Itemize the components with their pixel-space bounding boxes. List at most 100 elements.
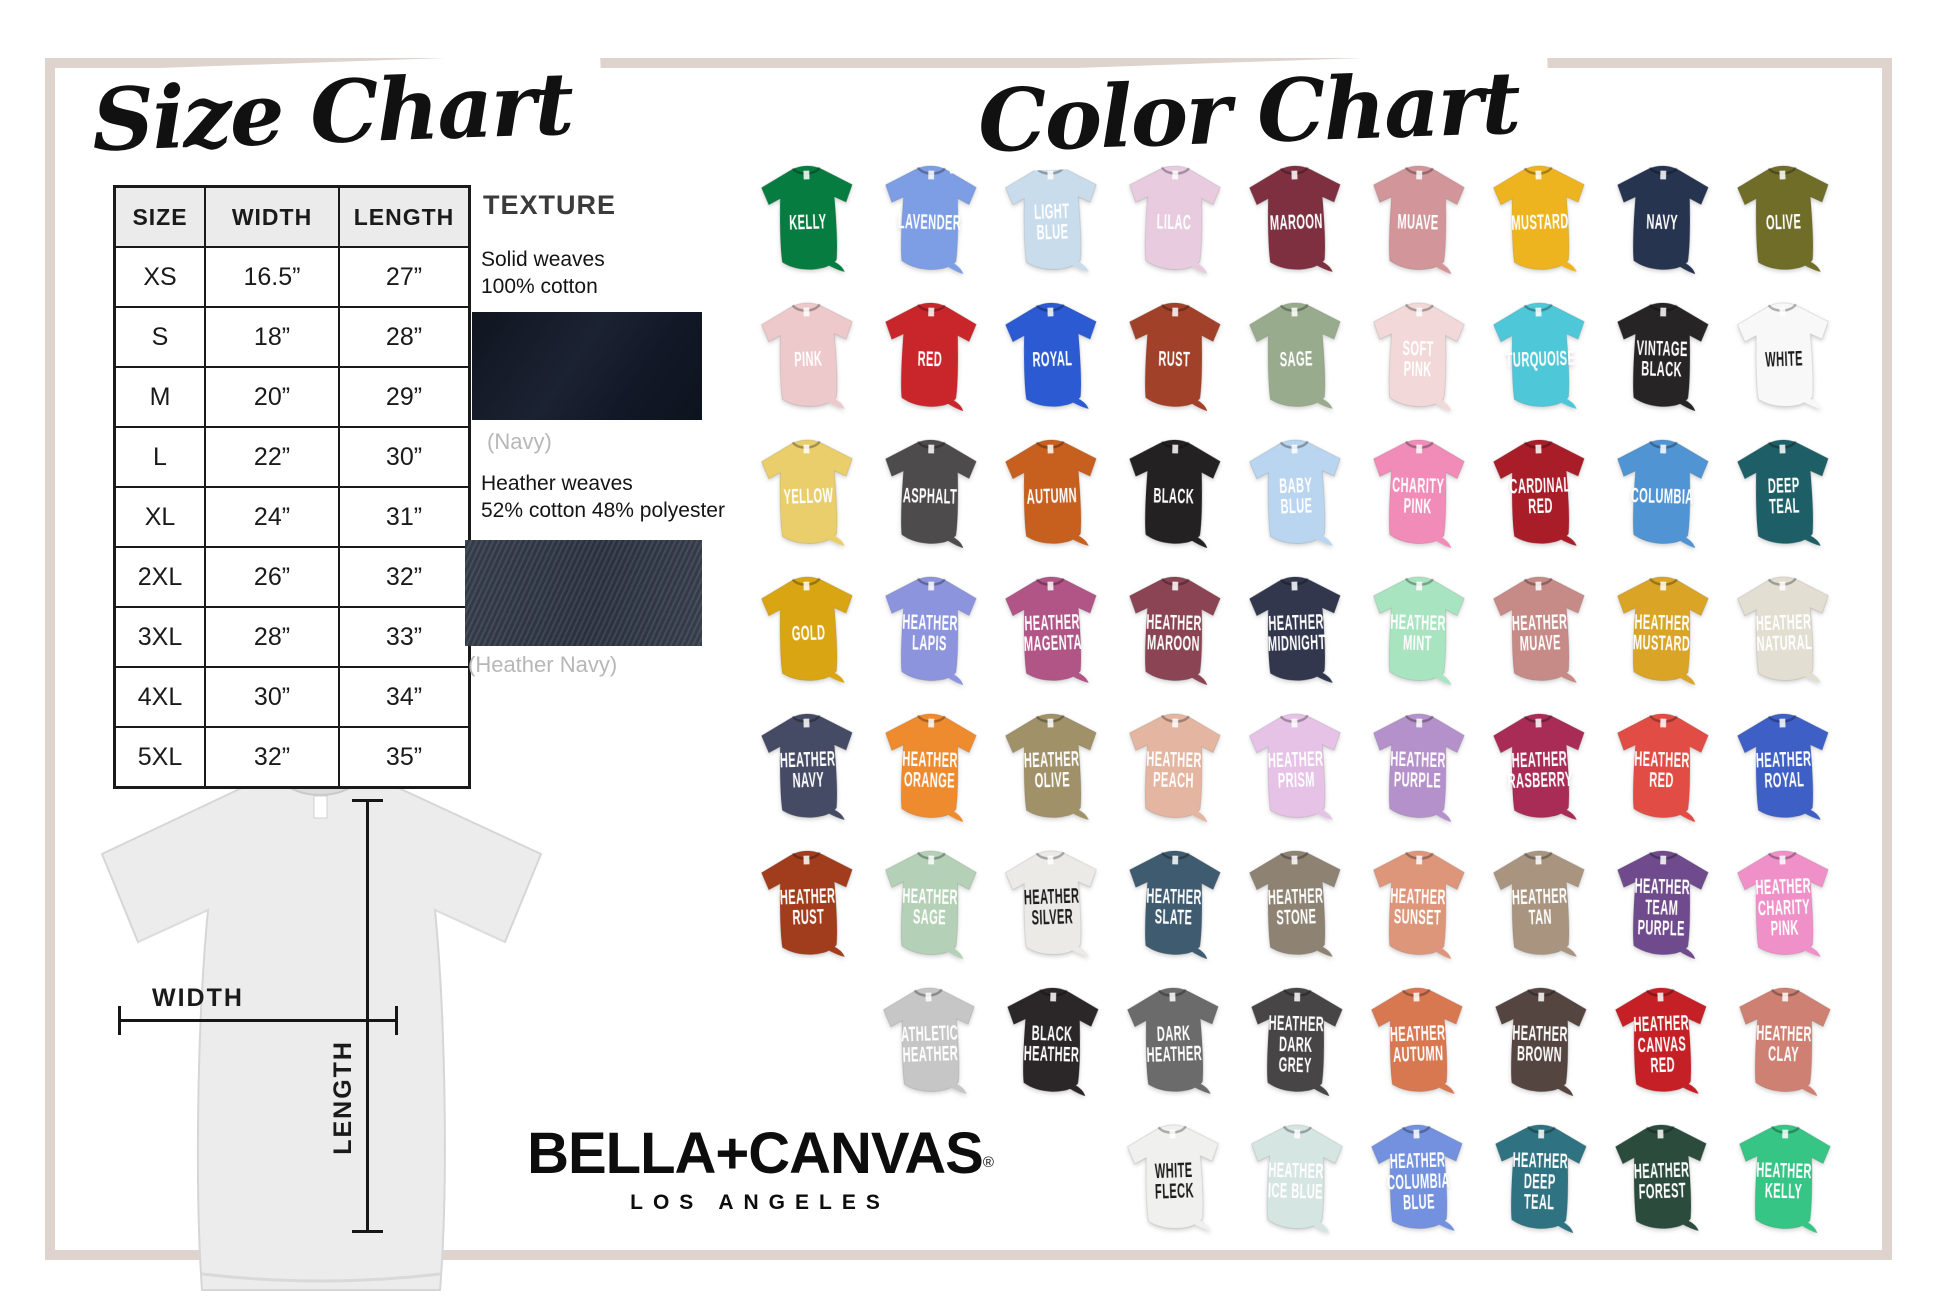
size-table-cell: 35” <box>338 726 471 789</box>
color-swatch-shirt: WHITE FLECK <box>1111 1117 1237 1239</box>
color-name-label: BABY BLUE <box>1278 472 1313 519</box>
color-swatch-shirt: HEATHER LAPIS <box>867 569 992 690</box>
size-table-row: XS 16.5” 27” <box>113 246 471 308</box>
color-name-label: HEATHER CHARITY PINK <box>1755 873 1812 940</box>
color-swatch-shirt: HEATHER PEACH <box>1111 706 1236 827</box>
size-table-header-length: LENGTH <box>338 185 471 248</box>
color-swatch-shirt: HEATHER STONE <box>1233 843 1359 965</box>
color-name-label: HEATHER SLATE <box>1146 883 1203 930</box>
size-table-cell: 34” <box>338 666 471 728</box>
color-swatch-shirt: HEATHER FOREST <box>1599 1117 1725 1239</box>
color-swatch-shirt: ASPHALT <box>867 432 992 553</box>
texture-heading: TEXTURE <box>483 190 617 220</box>
color-swatch-shirt: HEATHER COLUMBIA BLUE <box>1355 1117 1481 1239</box>
width-measure-line <box>118 1006 398 1035</box>
brand-subtitle: LOS ANGELES <box>630 1191 890 1214</box>
size-table-cell: XL <box>113 486 206 548</box>
color-name-label: LILAC <box>1156 209 1192 235</box>
color-name-label: CARDINAL RED <box>1508 472 1571 519</box>
color-name-label: HEATHER NATURAL <box>1755 609 1813 656</box>
color-swatch-shirt: HEATHER RUST <box>745 843 871 965</box>
size-table-row: 4XL 30” 34” <box>113 666 471 728</box>
color-swatch-shirt: AUTUMN <box>989 432 1115 554</box>
size-table-row: S 18” 28” <box>113 306 471 368</box>
size-table-cell: 4XL <box>113 666 206 728</box>
color-swatch-shirt: ATHLETIC HEATHER <box>867 980 993 1102</box>
color-name-label: HEATHER MIDNIGHT <box>1267 609 1326 656</box>
size-table-cell: 22” <box>204 426 340 488</box>
color-swatch-shirt: MUAVE <box>1355 158 1480 279</box>
color-swatch-shirt: YELLOW <box>745 432 871 554</box>
color-name-label: GOLD <box>790 619 826 646</box>
color-name-label: NAVY <box>1645 209 1679 234</box>
color-chart-title: Color Chart <box>946 51 1551 174</box>
measurement-diagram <box>40 762 600 1297</box>
color-swatch-shirt: HEATHER PURPLE <box>1355 706 1480 827</box>
color-name-label: HEATHER FOREST <box>1633 1157 1690 1204</box>
color-name-label: BLACK HEATHER <box>1023 1020 1080 1067</box>
size-table-cell: 27” <box>338 246 471 308</box>
color-name-label: HEATHER CANVAS RED <box>1633 1010 1690 1077</box>
color-swatch-shirt: PINK <box>745 295 871 417</box>
color-swatch-shirt: HEATHER SAGE <box>867 843 992 964</box>
color-swatch-shirt: HEATHER SILVER <box>989 843 1115 965</box>
size-table-cell: 18” <box>204 306 340 368</box>
size-table-header-row: SIZE WIDTH LENGTH <box>113 185 471 248</box>
length-measure-line <box>352 799 383 1233</box>
brand-logo: BELLA+CANVAS® <box>500 1120 1020 1187</box>
size-table-cell: 2XL <box>113 546 206 608</box>
color-name-label: SOFT PINK <box>1402 335 1435 382</box>
size-table-cell: 30” <box>204 666 340 728</box>
size-table-cell: 33” <box>338 606 471 668</box>
size-table-row: 2XL 26” 32” <box>113 546 471 608</box>
color-swatch-shirt: BABY BLUE <box>1233 432 1359 554</box>
color-name-label: TURQUOISE <box>1504 345 1576 372</box>
heather-navy-fabric-swatch <box>465 540 702 646</box>
size-table-cell: 20” <box>204 366 340 428</box>
color-name-label: HEATHER ICE BLUE <box>1267 1157 1325 1204</box>
color-swatch-shirt: HEATHER MAROON <box>1111 569 1236 690</box>
color-name-label: PINK <box>793 346 823 372</box>
solid-weave-line1: Solid weaves <box>481 248 605 271</box>
size-table: SIZE WIDTH LENGTH XS 16.5” 27” S 18” 28” M 20” 2… <box>113 185 471 789</box>
color-swatch-shirt: LAVENDER <box>867 158 992 279</box>
size-table-body: XS 16.5” 27” S 18” 28” M 20” 29” L 22” 30” XL 24” 31” 2… <box>113 246 471 789</box>
color-name-label: HEATHER ORANGE <box>902 746 959 793</box>
size-table-cell: S <box>113 306 206 368</box>
color-name-label: HEATHER PURPLE <box>1390 746 1447 793</box>
color-name-label: HEATHER KELLY <box>1756 1157 1813 1204</box>
color-name-label: HEATHER LAPIS <box>902 609 959 656</box>
color-swatch-shirt: HEATHER TAN <box>1477 843 1603 965</box>
color-name-label: HEATHER AUTUMN <box>1389 1020 1446 1067</box>
color-row: HEATHER NAVY HEATHER ORANGE HEATHER OLIVE H… <box>747 708 1845 826</box>
color-name-label: HEATHER DARK GREY <box>1268 1010 1325 1077</box>
color-name-label: HEATHER OLIVE <box>1023 746 1080 793</box>
color-swatch-shirt: CHARITY PINK <box>1355 432 1480 553</box>
color-swatch-shirt: HEATHER CHARITY PINK <box>1721 843 1847 965</box>
size-table-cell: 29” <box>338 366 471 428</box>
color-swatch-shirt: SOFT PINK <box>1355 295 1480 416</box>
color-name-label: HEATHER MAGENTA <box>1023 609 1082 656</box>
color-swatch-shirt: VINTAGE BLACK <box>1599 295 1724 416</box>
color-swatch-shirt: HEATHER NAVY <box>745 706 871 828</box>
size-table-row: M 20” 29” <box>113 366 471 428</box>
tshirt-outline-icon <box>100 768 543 1291</box>
color-name-label: HEATHER RUST <box>779 883 836 930</box>
size-table-cell: 31” <box>338 486 471 548</box>
color-name-label: HEATHER MUAVE <box>1511 609 1568 656</box>
color-swatch-shirt: HEATHER CLAY <box>1721 980 1846 1101</box>
color-swatch-shirt: HEATHER SUNSET <box>1355 843 1480 964</box>
size-table-row: 5XL 32” 35” <box>113 726 471 789</box>
color-name-label: KELLY <box>789 208 828 235</box>
solid-weave-line2: 100% cotton <box>481 275 598 299</box>
size-table-cell: 26” <box>204 546 340 608</box>
color-swatch-shirt: OLIVE <box>1721 158 1847 280</box>
color-row: KELLY LAVENDER LIGHT BLUE LILAC MAROON MUAVE M… <box>747 160 1845 278</box>
color-swatch-shirt: HEATHER CANVAS RED <box>1599 980 1725 1102</box>
color-swatch-shirt: HEATHER MUSTARD <box>1599 569 1724 690</box>
color-name-label: MUSTARD <box>1510 208 1570 235</box>
color-name-label: HEATHER SAGE <box>902 883 959 930</box>
color-name-label: OLIVE <box>1766 208 1803 235</box>
color-name-label: HEATHER TAN <box>1511 883 1568 930</box>
color-row: PINK RED ROYAL RUST SAGE SOFT PINK TURQUOISE VI… <box>747 297 1845 415</box>
